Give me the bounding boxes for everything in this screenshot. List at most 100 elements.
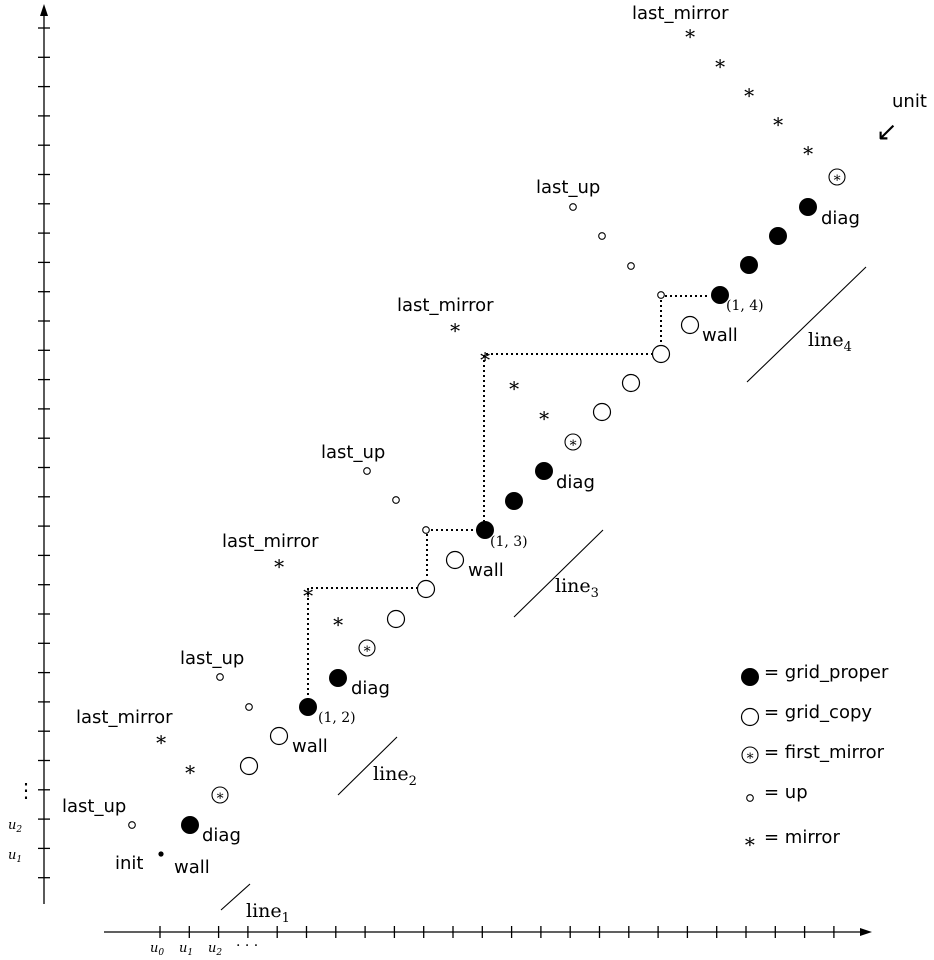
grid-proper-point	[799, 198, 817, 216]
legend-first-mirror-symbol: ∗	[741, 746, 759, 764]
x-tick-label-u2: u2	[208, 941, 222, 958]
mirror-point: ∗	[448, 315, 462, 339]
unit-label: unit	[892, 91, 927, 112]
grid-copy-point	[592, 402, 612, 422]
y-axis-ticks	[38, 27, 50, 879]
last-up-label-3: last_up	[321, 442, 385, 463]
wall-label-4: wall	[702, 325, 738, 346]
y-axis-arrowhead	[40, 4, 48, 16]
legend-grid-proper-symbol	[741, 668, 759, 686]
last-up-label-2: last_up	[180, 648, 244, 669]
grid-copy-point	[651, 344, 671, 364]
up-point	[245, 703, 253, 711]
legend-mirror-symbol: ∗	[743, 829, 757, 853]
x-axis-ticks	[159, 926, 835, 938]
line-3	[513, 529, 604, 618]
diag-label-2: diag	[351, 678, 390, 699]
grid-copy-point	[416, 579, 436, 599]
last-up-label-4: last_up	[536, 177, 600, 198]
up-point	[392, 496, 400, 504]
last-mirror-label-2: last_mirror	[222, 531, 319, 552]
up-point	[422, 526, 430, 534]
y-tick-ellipsis: ⋮	[16, 778, 36, 802]
diag-label-1: diag	[202, 825, 241, 846]
grid-proper-point	[535, 462, 553, 480]
mirror-point: ∗	[272, 551, 286, 575]
mirror-point: ∗	[507, 373, 521, 397]
grid-copy-point	[680, 315, 700, 335]
legend: = grid_proper = grid_copy ∗ = first_mirr…	[740, 662, 889, 853]
up-point	[216, 673, 224, 681]
mirror-point: ∗	[301, 580, 315, 604]
grid-proper-point	[476, 521, 494, 539]
last-up-label-1: last_up	[62, 796, 126, 817]
line-2-label: line2	[373, 763, 417, 789]
grid-proper-point	[181, 816, 199, 834]
up-point	[657, 291, 665, 299]
mirror-point: ∗	[771, 109, 785, 133]
mirror-point: ∗	[801, 138, 815, 162]
mirror-point: ∗	[183, 757, 197, 781]
wall-label-1: wall	[174, 857, 210, 878]
line-4	[746, 266, 867, 383]
legend-first-mirror-text: = first_mirror	[764, 742, 885, 763]
svg-text:∗: ∗	[568, 435, 578, 451]
mirror-point: ∗	[537, 403, 551, 427]
reference-lines	[220, 266, 867, 911]
last-mirror-label-1: last_mirror	[76, 707, 173, 728]
svg-text:∗: ∗	[362, 641, 372, 657]
axes	[40, 4, 872, 936]
svg-text:∗: ∗	[832, 170, 842, 186]
grid-proper-point	[769, 227, 787, 245]
grid-proper-point	[711, 286, 729, 304]
grid-copy-point	[269, 726, 289, 746]
line-4-label: line4	[808, 329, 852, 355]
legend-grid-copy-text: = grid_copy	[764, 702, 872, 723]
up-point	[627, 262, 635, 270]
y-tick-label-u2: u2	[8, 818, 22, 835]
init-point	[158, 851, 164, 857]
legend-mirror-text: = mirror	[764, 827, 840, 848]
y-tick-label-u1: u1	[8, 848, 22, 865]
unit-arrow-icon: ↙	[876, 117, 898, 147]
line-3-label: line3	[555, 575, 599, 601]
x-axis-arrowhead	[860, 928, 872, 936]
grid-copy-point	[239, 756, 259, 776]
first-mirror-point: ∗	[211, 786, 229, 804]
coord-1-2: (1, 2)	[318, 710, 356, 726]
x-tick-ellipsis: · · ·	[236, 938, 258, 954]
grid-proper-point	[740, 256, 758, 274]
svg-text:∗: ∗	[215, 788, 225, 804]
x-tick-label-u0: u0	[150, 941, 164, 958]
legend-grid-copy-symbol	[740, 707, 760, 727]
grid-copy-point	[386, 609, 406, 629]
up-point	[598, 232, 606, 240]
up-point	[569, 203, 577, 211]
legend-up-symbol	[746, 794, 754, 802]
last-mirror-label-3: last_mirror	[397, 295, 494, 316]
grid-copy-point	[621, 373, 641, 393]
wall-label-2: wall	[292, 736, 328, 757]
grid-proper-point	[329, 669, 347, 687]
grid-copy-point	[445, 550, 465, 570]
wall-label-3: wall	[468, 560, 504, 581]
legend-grid-proper-text: = grid_proper	[764, 662, 889, 683]
last-mirror-label-4: last_mirror	[632, 3, 729, 24]
x-tick-label-u1: u1	[179, 941, 193, 958]
connector-1-3	[483, 353, 654, 522]
mirror-point: ∗	[331, 609, 345, 633]
first-mirror-point: ∗	[358, 639, 376, 657]
mirror-point: ∗	[713, 51, 727, 75]
line-2	[337, 736, 398, 796]
connector-1-2	[307, 587, 420, 700]
legend-up-text: = up	[764, 782, 808, 803]
coord-1-4: (1, 4)	[726, 298, 764, 314]
mirror-point: ∗	[742, 80, 756, 104]
init-label: init	[115, 853, 143, 874]
mirror-point: ∗	[478, 344, 492, 368]
up-point	[363, 467, 371, 475]
coord-1-3: (1, 3)	[490, 534, 528, 550]
first-mirror-point: ∗	[828, 168, 846, 186]
grid-proper-point	[299, 698, 317, 716]
